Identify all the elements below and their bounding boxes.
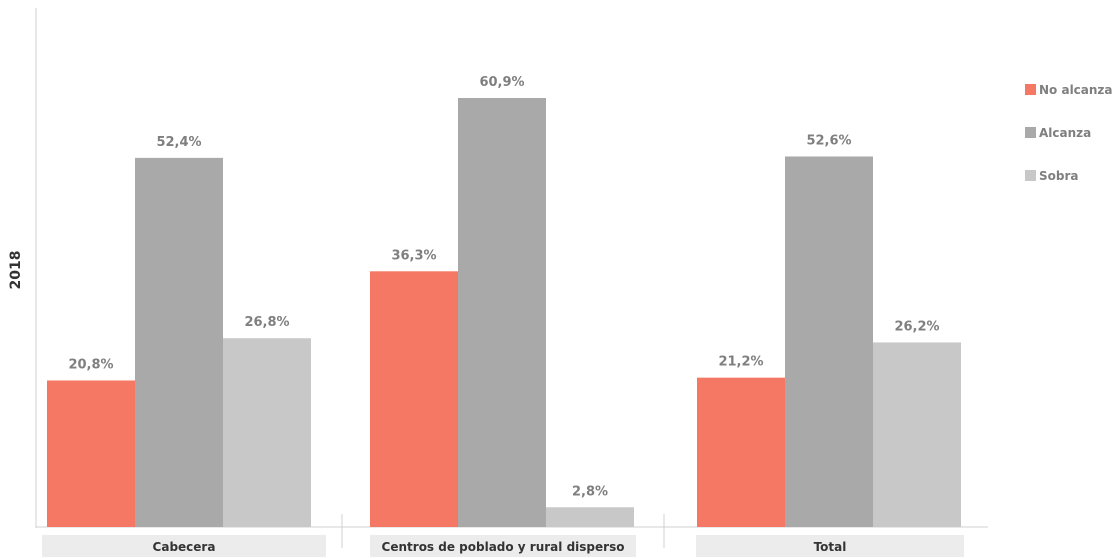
category-label: Centros de poblado y rural disperso <box>382 540 625 554</box>
category-label-box <box>370 535 636 557</box>
bar-value-label: 26,2% <box>894 319 939 334</box>
bar-value-label: 21,2% <box>718 355 763 370</box>
legend-label: No alcanza <box>1039 83 1112 97</box>
legend: No alcanza Alcanza Sobra <box>1025 83 1112 183</box>
category-label: Total <box>814 540 847 554</box>
bar <box>697 377 785 527</box>
category-label-box <box>42 535 326 557</box>
bar <box>785 156 873 527</box>
bars-group <box>47 98 961 528</box>
y-axis-title: 2018 <box>8 251 24 290</box>
bar-value-label: 2,8% <box>572 484 608 499</box>
bar <box>458 98 546 527</box>
bar <box>873 342 961 527</box>
bar <box>546 507 634 527</box>
bar-value-label: 60,9% <box>479 75 524 90</box>
category-labels-group: Cabecera Centros de poblado y rural dispe… <box>42 535 964 557</box>
bar <box>47 380 135 527</box>
bar-value-label: 52,6% <box>806 133 851 148</box>
bar-labels-group: 20,8% 52,4% 26,8% 36,3% 60,9% 2,8% 21,2% 52,6% 2… <box>68 75 939 499</box>
legend-label: Sobra <box>1039 169 1079 183</box>
bar-value-label: 20,8% <box>68 357 113 372</box>
bar <box>135 157 223 528</box>
bar <box>223 338 311 527</box>
bar <box>370 271 458 527</box>
bar-value-label: 36,3% <box>391 248 436 263</box>
legend-label: Alcanza <box>1039 126 1091 140</box>
legend-swatch <box>1025 170 1036 181</box>
bar-value-label: 26,8% <box>244 315 289 330</box>
legend-swatch <box>1025 84 1036 95</box>
category-label: Cabecera <box>153 540 216 554</box>
bar-value-label: 52,4% <box>156 135 201 150</box>
category-label-box <box>696 535 964 557</box>
legend-swatch <box>1025 127 1036 138</box>
